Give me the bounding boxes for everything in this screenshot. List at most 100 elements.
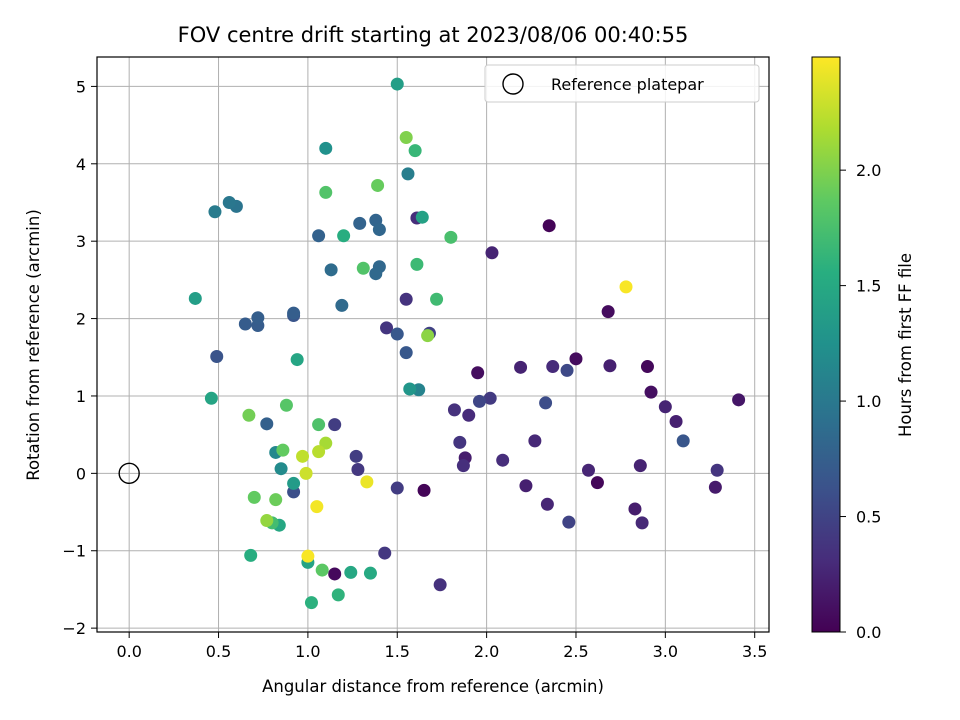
data-point [390, 77, 404, 91]
legend-box [484, 64, 760, 103]
data-point [353, 216, 367, 230]
data-point [244, 548, 258, 562]
data-point [242, 408, 256, 422]
data-point [560, 363, 574, 377]
data-point [528, 434, 542, 448]
data-point [732, 393, 746, 407]
x-tick-label: 3.0 [653, 642, 678, 661]
data-point [462, 408, 476, 422]
data-point [619, 280, 633, 294]
y-tick-label: 4 [76, 155, 86, 174]
data-point [360, 475, 374, 489]
data-point [590, 476, 604, 490]
data-point [260, 417, 274, 431]
data-point [378, 546, 392, 560]
data-point [287, 306, 301, 320]
data-point [247, 490, 261, 504]
data-point [312, 418, 326, 432]
data-point [415, 210, 429, 224]
data-point [372, 223, 386, 237]
x-axis-label: Angular distance from reference (arcmin) [262, 677, 604, 696]
data-point [208, 205, 222, 219]
data-point [453, 435, 467, 449]
data-point [369, 267, 383, 281]
data-point [601, 305, 615, 319]
data-point [542, 219, 556, 233]
colorbar-tick-label: 0.5 [856, 508, 881, 527]
data-point [390, 327, 404, 341]
data-point [581, 463, 595, 477]
data-point [287, 476, 301, 490]
data-point [222, 195, 236, 209]
data-point [447, 403, 461, 417]
data-point [430, 292, 444, 306]
data-point [312, 229, 326, 243]
data-point [269, 493, 283, 507]
data-point [304, 596, 318, 610]
colorbar [811, 56, 841, 633]
data-point [540, 497, 554, 511]
data-point [331, 588, 345, 602]
data-point [401, 167, 415, 181]
data-point [279, 398, 293, 412]
data-point [290, 353, 304, 367]
legend-entry-reference: Reference platepar [551, 75, 704, 94]
data-point [472, 394, 486, 408]
data-point [644, 385, 658, 399]
data-point [546, 360, 560, 374]
y-tick-label: 5 [76, 77, 86, 96]
data-point [710, 463, 724, 477]
x-tick-label: 2.5 [563, 642, 588, 661]
data-point [349, 449, 363, 463]
colorbar-tick-label: 2.0 [856, 161, 881, 180]
data-point [417, 483, 431, 497]
data-point [399, 292, 413, 306]
data-point [328, 418, 342, 432]
y-tick-label: −2 [62, 619, 86, 638]
data-point [351, 462, 365, 476]
data-point [444, 230, 458, 244]
legend-reference-marker [502, 73, 524, 95]
colorbar-tick-label: 0.0 [856, 623, 881, 642]
data-point [569, 352, 583, 366]
data-point [390, 481, 404, 495]
data-point [238, 317, 252, 331]
grid-lines [97, 57, 769, 632]
y-tick-label: 2 [76, 310, 86, 329]
data-point [337, 229, 351, 243]
data-point [328, 567, 342, 581]
data-point [433, 578, 447, 592]
colorbar-tick-label: 1.5 [856, 277, 881, 296]
data-point [251, 311, 265, 325]
data-point [399, 346, 413, 360]
data-point [408, 144, 422, 158]
data-point [410, 257, 424, 271]
data-point [635, 516, 649, 530]
data-point [485, 246, 499, 260]
data-point [319, 436, 333, 450]
colorbar-tick-label: 1.0 [856, 392, 881, 411]
x-tick-label: 0.0 [116, 642, 141, 661]
data-point [562, 515, 576, 529]
data-point [299, 466, 313, 480]
x-tick-label: 0.5 [206, 642, 231, 661]
data-point [421, 329, 435, 343]
chart-title: FOV centre drift starting at 2023/08/06 … [178, 23, 689, 47]
y-axis-label: Rotation from reference (arcmin) [24, 209, 43, 481]
data-point [676, 434, 690, 448]
x-tick-label: 3.5 [742, 642, 767, 661]
data-point [496, 453, 510, 467]
data-point [301, 549, 315, 563]
data-point [669, 415, 683, 429]
data-point [274, 462, 288, 476]
colorbar-label: Hours from first FF file [896, 253, 915, 437]
x-tick-label: 2.0 [474, 642, 499, 661]
data-point [471, 366, 485, 380]
data-point [640, 360, 654, 374]
data-point [371, 178, 385, 192]
data-point [310, 500, 324, 514]
data-point [319, 185, 333, 199]
data-point [188, 291, 202, 305]
data-point [483, 391, 497, 405]
data-point [356, 261, 370, 275]
